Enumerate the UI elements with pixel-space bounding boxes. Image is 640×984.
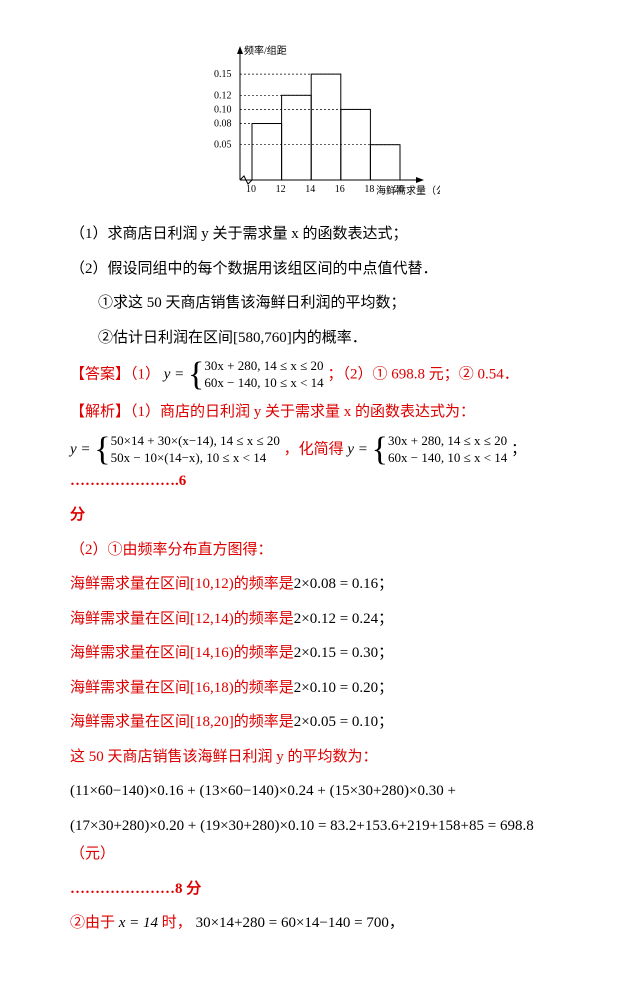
question-2: （2）假设同组中的每个数据用该组区间的中点值代替． — [70, 255, 570, 284]
svg-text:16: 16 — [335, 184, 345, 195]
answer-rest: ；（2）① 698.8 元；② 0.54． — [327, 366, 518, 382]
solution-1-label: 【解析】（1）商店的日利润 y 关于需求量 x 的函数表达式为： — [70, 398, 570, 427]
answer-case2: 60x − 140, 10 ≤ x < 14 — [204, 375, 323, 392]
sol1-c2: 50x − 10×(14−x), 10 ≤ x < 14 — [111, 450, 280, 467]
freq-line-5: 海鲜需求量在区间[18,20]的频率是2×0.05 = 0.10； — [70, 708, 570, 737]
sol1-tail: ； — [511, 441, 526, 457]
question-2a: ①求这 50 天商店销售该海鲜日利润的平均数； — [70, 289, 570, 318]
sol1-piecewise-2: { 30x + 280, 14 ≤ x ≤ 20 60x − 140, 10 ≤… — [372, 433, 508, 467]
answer-y: y = — [164, 366, 185, 382]
question-2b: ②估计日利润在区间[580,760]内的概率． — [70, 324, 570, 353]
answer-case1: 30x + 280, 14 ≤ x ≤ 20 — [204, 358, 323, 375]
solution-2-head: （2）①由频率分布直方图得： — [70, 536, 570, 565]
sol1-mid: ，化简得 — [284, 441, 344, 457]
avg-line-1: (11×60−140)×0.16 + (13×60−140)×0.24 + (1… — [70, 777, 570, 806]
svg-text:0.12: 0.12 — [214, 90, 232, 101]
solution-1-expr: y = { 50×14 + 30×(x−14), 14 ≤ x ≤ 20 50x… — [70, 433, 570, 496]
sol1-c3: 30x + 280, 14 ≤ x ≤ 20 — [388, 433, 507, 450]
svg-text:14: 14 — [305, 184, 315, 195]
score-6: ………………….6 — [70, 473, 186, 489]
answer-piecewise: { 30x + 280, 14 ≤ x ≤ 20 60x − 140, 10 ≤… — [188, 358, 324, 392]
svg-text:0.05: 0.05 — [214, 140, 232, 151]
sol1-y: y = — [70, 441, 91, 457]
avg-line-2: (17×30+280)×0.20 + (19×30+280)×0.10 = 83… — [70, 812, 570, 869]
score-8: …………………8 分 — [70, 875, 570, 904]
question-1: （1）求商店日利润 y 关于需求量 x 的函数表达式； — [70, 220, 570, 249]
freq-line-3: 海鲜需求量在区间[14,16)的频率是2×0.15 = 0.30； — [70, 639, 570, 668]
freq-line-2: 海鲜需求量在区间[12,14)的频率是2×0.12 = 0.24； — [70, 605, 570, 634]
histogram-chart: 频率/组距 海鲜需求量（公斤） 0.05 0.08 0.10 0.12 0.15 10 1… — [70, 40, 570, 200]
svg-text:0.10: 0.10 — [214, 104, 232, 115]
sol1-piecewise-1: { 50×14 + 30×(x−14), 14 ≤ x ≤ 20 50x − 1… — [94, 433, 280, 467]
avg-head: 这 50 天商店销售该海鲜日利润 y 的平均数为： — [70, 743, 570, 772]
svg-text:12: 12 — [276, 184, 286, 195]
freq-line-1: 海鲜需求量在区间[10,12)的频率是2×0.08 = 0.16； — [70, 570, 570, 599]
svg-text:10: 10 — [246, 184, 256, 195]
sol1-c1: 50×14 + 30×(x−14), 14 ≤ x ≤ 20 — [111, 433, 280, 450]
answer-label: 【答案】（1） — [70, 366, 160, 382]
fen-1: 分 — [70, 501, 570, 530]
sol1-y2: y = — [347, 441, 368, 457]
svg-text:20: 20 — [394, 184, 404, 195]
svg-text:18: 18 — [364, 184, 374, 195]
solution-2b: ②由于 x = 14 时， 30×14+280 = 60×14−140 = 70… — [70, 909, 570, 938]
answer-line: 【答案】（1） y = { 30x + 280, 14 ≤ x ≤ 20 60x… — [70, 358, 570, 392]
y-axis-label: 频率/组距 — [244, 44, 287, 57]
svg-text:0.15: 0.15 — [214, 69, 232, 80]
chart-svg: 频率/组距 海鲜需求量（公斤） 0.05 0.08 0.10 0.12 0.15 10 1… — [200, 40, 440, 200]
svg-text:0.08: 0.08 — [214, 119, 232, 130]
x-axis-label: 海鲜需求量（公斤） — [376, 184, 440, 197]
freq-line-4: 海鲜需求量在区间[16,18)的频率是2×0.10 = 0.20； — [70, 674, 570, 703]
sol1-c4: 60x − 140, 10 ≤ x < 14 — [388, 450, 507, 467]
